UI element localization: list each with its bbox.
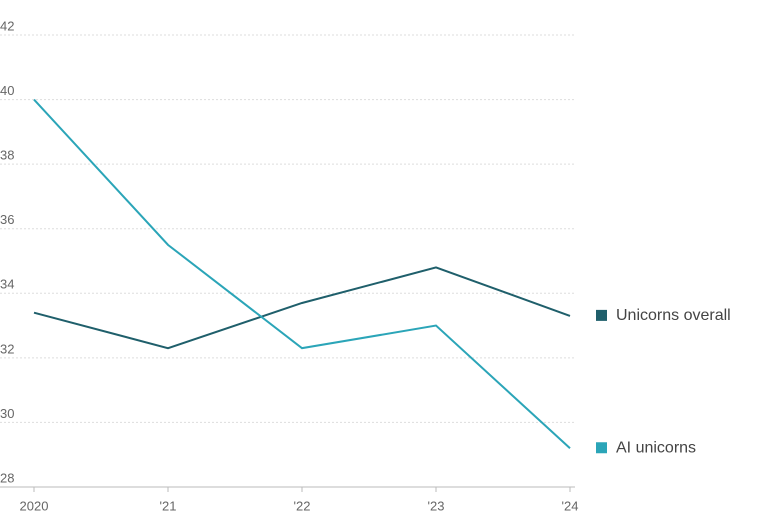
y-tick-label: 38 xyxy=(0,148,14,163)
y-tick-label: 42 xyxy=(0,18,14,33)
series-line xyxy=(33,98,571,449)
y-tick-label: 32 xyxy=(0,341,14,356)
x-tick-label: '23 xyxy=(428,498,445,513)
x-tick-label: 2020 xyxy=(20,498,49,513)
legend-label: Unicorns overall xyxy=(616,307,731,324)
y-tick-label: 30 xyxy=(0,406,14,421)
x-tick-label: '22 xyxy=(294,498,311,513)
x-tick-label: '21 xyxy=(160,498,177,513)
x-tick-label: '24 xyxy=(562,498,579,513)
y-tick-label: 40 xyxy=(0,83,14,98)
y-tick-label: 34 xyxy=(0,277,14,292)
y-tick-label: 36 xyxy=(0,212,14,227)
legend-label: AI unicorns xyxy=(616,439,696,456)
legend-swatch xyxy=(596,309,607,321)
series-line xyxy=(33,266,571,350)
y-tick-label: 28 xyxy=(0,470,14,485)
legend-swatch xyxy=(596,442,607,454)
